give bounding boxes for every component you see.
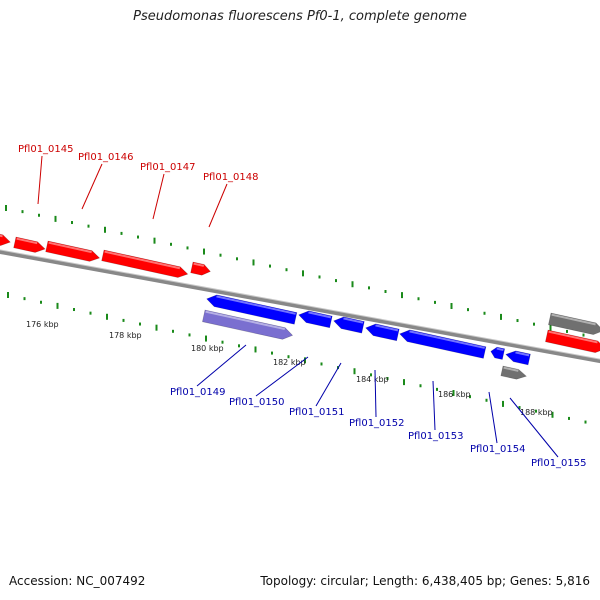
reverse-gene-selected[interactable] bbox=[202, 309, 294, 341]
scale-tick-label: 186 kbp bbox=[438, 390, 471, 399]
forward-gene-arrow-shine bbox=[193, 262, 205, 267]
reverse-gene-arrow[interactable] bbox=[398, 328, 487, 359]
reverse-gene-arrow[interactable] bbox=[505, 349, 531, 366]
forward-gene-arrow[interactable] bbox=[13, 236, 47, 254]
pseudo-gene-feature-shine bbox=[551, 313, 596, 326]
reverse-gene-leader bbox=[315, 362, 342, 407]
forward-gene-label[interactable]: Pfl01_0146 bbox=[78, 152, 134, 163]
reverse-gene-leader bbox=[196, 344, 247, 387]
forward-gene-arrow[interactable] bbox=[190, 261, 212, 277]
reverse-gene-label[interactable]: Pfl01_0152 bbox=[349, 418, 405, 429]
scale-tick-label: 182 kbp bbox=[273, 358, 306, 367]
reverse-gene-arrow-shine bbox=[216, 295, 296, 315]
forward-gene-leader bbox=[81, 163, 103, 210]
reverse-gene-label[interactable]: Pfl01_0155 bbox=[531, 458, 587, 469]
reverse-gene-arrow-shine bbox=[375, 324, 399, 332]
scale-tick-label: 184 kbp bbox=[356, 375, 389, 384]
forward-gene-arrow-shine bbox=[16, 237, 38, 245]
reverse-gene-arrow-shine bbox=[308, 311, 332, 319]
forward-gene-leader bbox=[208, 183, 228, 228]
reverse-gene-leader bbox=[374, 369, 377, 418]
forward-gene-leader bbox=[37, 155, 43, 205]
forward-gene-arrow[interactable] bbox=[545, 329, 600, 355]
reverse-gene-label[interactable]: Pfl01_0149 bbox=[170, 387, 226, 398]
map-title: Pseudomonas fluorescens Pf0-1, complete … bbox=[133, 9, 467, 24]
reverse-gene-arrow[interactable] bbox=[332, 315, 365, 334]
pseudo-gene-feature-shine bbox=[503, 366, 519, 372]
scale-tick-label: 188 kbp bbox=[520, 408, 553, 417]
reverse-gene-selected-shine bbox=[205, 310, 285, 331]
reverse-gene-label[interactable]: Pfl01_0153 bbox=[408, 431, 464, 442]
genome-backbone bbox=[0, 249, 600, 364]
forward-gene-label[interactable]: Pfl01_0147 bbox=[140, 162, 196, 173]
forward-gene-label[interactable]: Pfl01_0148 bbox=[203, 172, 259, 183]
forward-gene-label[interactable]: Pfl01_0145 bbox=[18, 144, 74, 155]
pseudo-gene-feature[interactable] bbox=[500, 365, 528, 381]
reverse-gene-arrow[interactable] bbox=[364, 322, 400, 342]
forward-gene-arrow-shine bbox=[48, 241, 92, 254]
reverse-gene-arrow-shine bbox=[409, 330, 485, 349]
scale-tick-label: 180 kbp bbox=[191, 344, 224, 353]
reverse-gene-arrow-shine bbox=[496, 347, 504, 352]
reverse-gene-arrow[interactable] bbox=[490, 346, 506, 360]
forward-gene-arrow-shine bbox=[104, 250, 181, 270]
reverse-gene-arrow-shine bbox=[343, 317, 364, 324]
forward-gene-arrow[interactable] bbox=[0, 231, 11, 247]
reverse-gene-label[interactable]: Pfl01_0151 bbox=[289, 407, 345, 418]
scale-tick-label: 178 kbp bbox=[109, 331, 142, 340]
forward-gene-arrow-shine bbox=[548, 330, 598, 344]
reverse-gene-label[interactable]: Pfl01_0154 bbox=[470, 444, 526, 455]
genome-summary-text: Topology: circular; Length: 6,438,405 bp… bbox=[260, 574, 590, 588]
reverse-gene-arrow-shine bbox=[515, 351, 530, 357]
accession-text: Accession: NC_007492 bbox=[9, 574, 146, 588]
reverse-gene-leader bbox=[488, 391, 498, 444]
reverse-gene-arrow[interactable] bbox=[205, 293, 298, 325]
genome-backbone-highlight bbox=[0, 249, 600, 360]
forward-gene-arrow[interactable] bbox=[45, 240, 101, 263]
reverse-gene-leader bbox=[509, 397, 559, 458]
forward-gene-arrow-shine bbox=[0, 232, 3, 238]
reverse-gene-leader bbox=[255, 356, 309, 397]
pseudo-gene-feature[interactable] bbox=[548, 312, 600, 337]
forward-gene-leader bbox=[152, 173, 165, 220]
forward-gene-arrow[interactable] bbox=[101, 249, 189, 279]
reverse-gene-leader bbox=[432, 380, 436, 431]
reverse-gene-arrow[interactable] bbox=[297, 309, 333, 329]
scale-tick-label: 176 kbp bbox=[26, 320, 59, 329]
reverse-gene-label[interactable]: Pfl01_0150 bbox=[229, 397, 285, 408]
